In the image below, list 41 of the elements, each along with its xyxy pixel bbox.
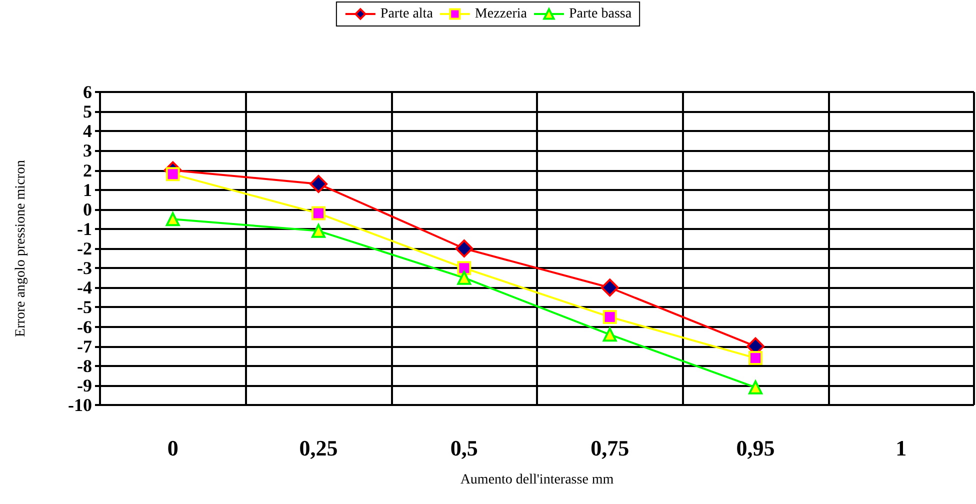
point (457, 261, 472, 276)
y-tick-label: -6 (77, 316, 92, 337)
y-tick-label: -5 (77, 297, 92, 318)
legend-label: Parte bassa (568, 6, 632, 22)
point (457, 270, 472, 285)
x-tick-label: 0,95 (736, 436, 775, 460)
y-tick-label: 3 (83, 140, 92, 161)
x-tick-label: 0 (167, 436, 178, 460)
point (166, 212, 180, 226)
point (600, 278, 619, 297)
point (748, 351, 762, 366)
x-axis-title: Aumento dell'interasse mm (460, 472, 614, 488)
legend-label: Parte alta (380, 6, 434, 22)
legend-label: Mezzeria (474, 6, 528, 22)
y-tick-label: -8 (77, 356, 92, 376)
y-tick-label: 5 (83, 102, 92, 122)
y-tick-label: -1 (77, 218, 92, 239)
x-tick-label: 1 (896, 436, 907, 460)
y-tick-label: -4 (77, 278, 92, 298)
y-tick-label: 0 (83, 199, 92, 220)
x-tick-label: 0,25 (299, 436, 338, 460)
point (310, 174, 328, 193)
y-tick-label: -7 (77, 336, 92, 356)
y-tick-label: -10 (68, 395, 92, 415)
y-tick-label: 1 (83, 180, 92, 200)
point (455, 240, 474, 258)
y-tick-label: -9 (77, 375, 92, 396)
y-axis-title: Errore angolo pressione micron (14, 160, 28, 337)
y-tick-label: -2 (77, 238, 92, 258)
point (602, 328, 617, 342)
point (312, 224, 326, 238)
point (748, 380, 762, 394)
y-tick-label: 6 (83, 82, 92, 102)
x-tick-label: 0,75 (590, 436, 630, 460)
point (602, 310, 617, 324)
y-tick-label: -3 (77, 258, 92, 278)
y-tick-label: 2 (83, 160, 92, 180)
point (166, 167, 180, 182)
point (312, 206, 326, 220)
y-tick-label: 4 (83, 121, 92, 142)
x-tick-label: 0,5 (450, 436, 478, 460)
